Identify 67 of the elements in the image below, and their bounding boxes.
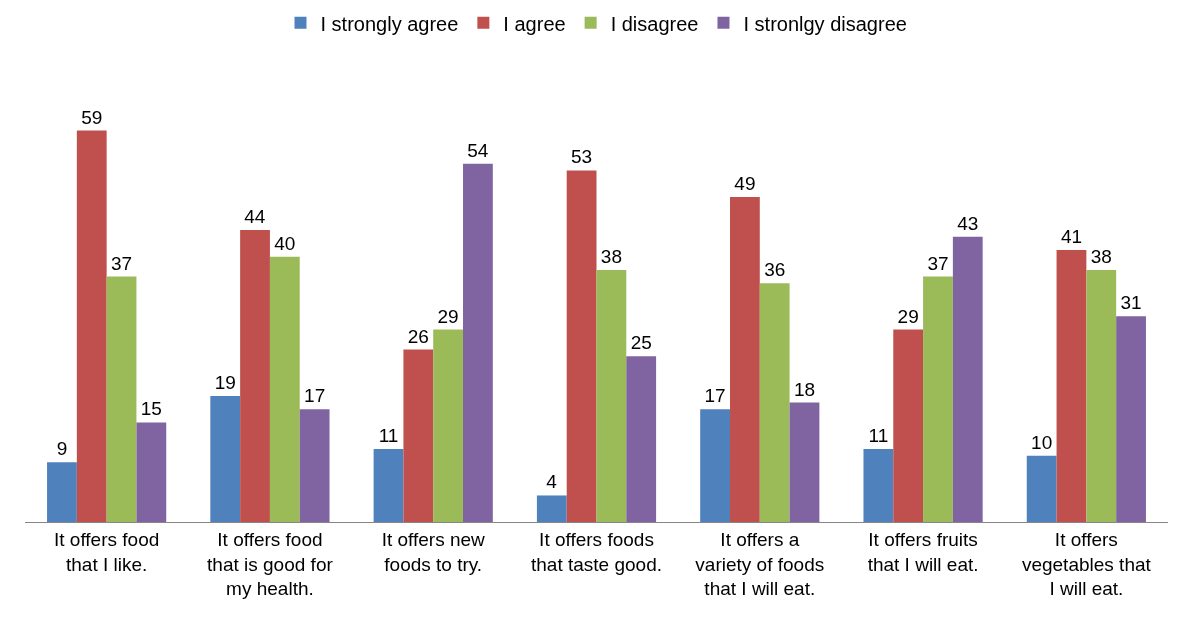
data-label: 17 [304,385,326,407]
data-label: 54 [467,139,489,161]
bar [1116,316,1146,522]
x-tick-label: It offers foods that taste good. [531,528,662,575]
data-label: 49 [734,172,756,194]
bar [536,495,567,522]
legend-label: I stronlgy disagree [743,12,907,35]
bar [893,329,924,522]
x-tick-label: It offers fruits that I will eat. [867,528,979,575]
bar [240,230,270,522]
bar [463,163,493,522]
bar [729,196,760,522]
data-label: 17 [704,385,726,407]
bar [700,409,730,522]
x-tick-label: It offers food that I like. [54,528,160,575]
data-label: 44 [244,206,266,228]
bar [789,402,820,522]
x-tick-label: It offers food that is good for my health. [207,528,334,600]
data-label: 29 [437,305,459,327]
data-label: 40 [274,232,296,254]
bar [952,236,983,522]
data-label: 11 [868,425,889,447]
bar [923,276,953,522]
bar [403,349,434,522]
bar [136,422,167,522]
data-label: 41 [1060,226,1083,248]
bar [1086,269,1117,522]
data-label: 53 [571,146,593,168]
x-tick-label: It offers new foods to try. [381,528,486,575]
bar [76,130,107,522]
bar [566,170,597,522]
data-label: 37 [110,252,133,274]
data-label: 38 [600,245,622,267]
data-label: 9 [56,438,68,460]
bar [596,269,627,522]
data-label: 31 [1120,292,1142,314]
bar [373,449,404,522]
data-label: 25 [630,332,652,354]
bar [626,356,657,522]
data-label: 29 [897,305,919,327]
bar [106,276,137,522]
data-label: 26 [407,325,429,347]
bar [299,409,330,522]
data-label: 4 [546,471,558,493]
x-tick-label: It offers a variety of foods that I will eat. [695,528,825,600]
bar [1026,455,1057,522]
data-label: 38 [1090,245,1112,267]
data-label: 19 [214,371,236,393]
legend-label: I agree [503,12,566,35]
bar [210,395,241,522]
bar [47,462,77,522]
data-label: 36 [764,259,786,281]
data-label: 59 [81,106,103,128]
bar [863,449,894,522]
data-label: 37 [927,252,949,274]
bar [433,329,464,522]
data-label: 15 [140,398,162,420]
legend-label: I disagree [610,12,699,35]
data-label: 11 [378,425,399,447]
bar [759,283,790,522]
data-label: 18 [793,378,816,400]
data-label: 43 [957,212,979,234]
bar [1056,250,1087,522]
data-label: 10 [1031,431,1053,453]
bar [269,256,300,522]
legend-label: I strongly agree [320,12,459,35]
x-tick-label: It offers vegetables that I will eat. [1021,528,1152,600]
